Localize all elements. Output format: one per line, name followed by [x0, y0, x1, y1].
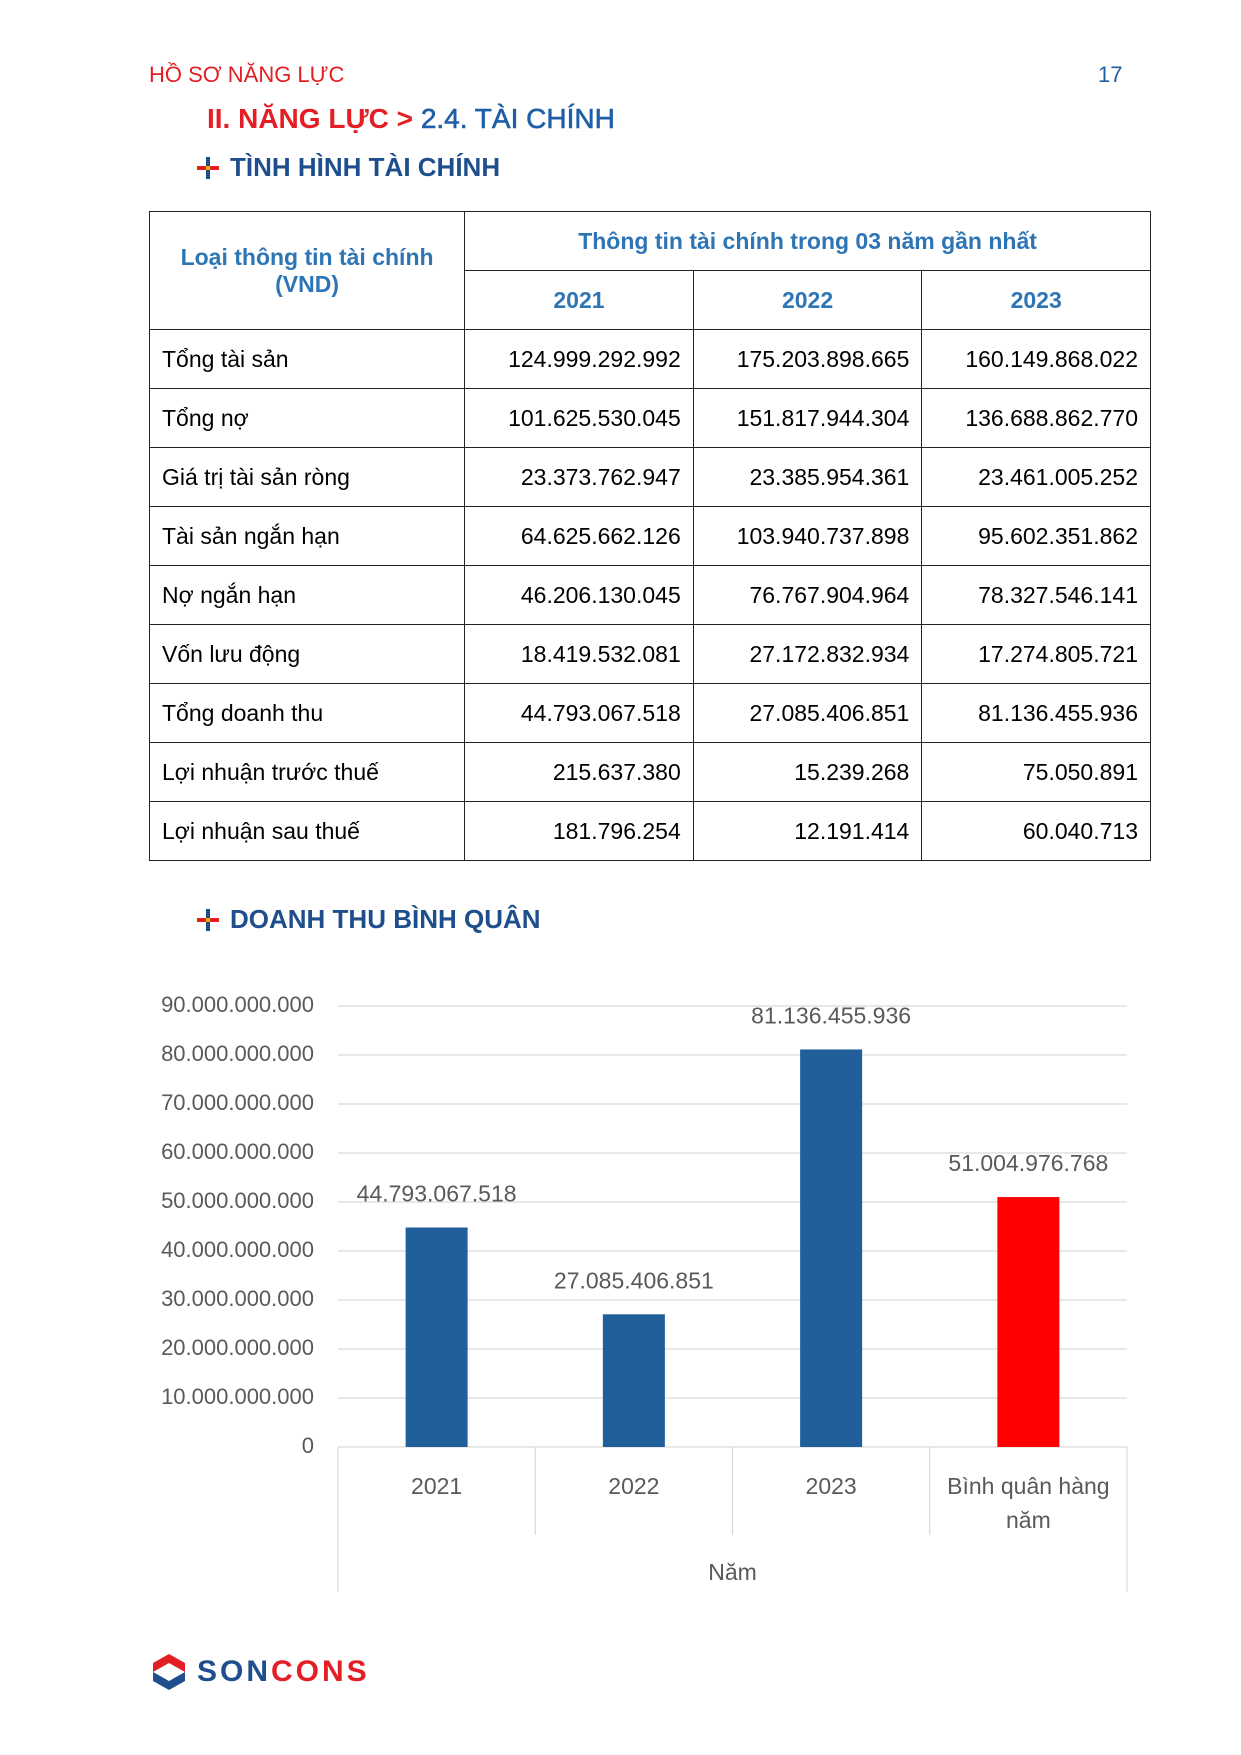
table-cell: 27.172.832.934	[692, 624, 923, 684]
x-tick-label: Bình quân hàng năm	[947, 1473, 1110, 1533]
table-cell: 215.637.380	[464, 742, 694, 802]
bar	[405, 1227, 468, 1447]
table-cell: 18.419.532.081	[464, 624, 694, 684]
table-row: Loại thông tin tài chính (VND) Thông tin …	[148, 211, 1151, 330]
table-cell: 151.817.944.304	[692, 388, 923, 448]
table-cell: 101.625.530.045	[464, 388, 694, 448]
table-cell: 181.796.254	[464, 801, 694, 861]
section-title: TÌNH HÌNH TÀI CHÍNH	[230, 152, 501, 182]
table-cell: 124.999.292.992	[464, 329, 694, 389]
table-row: Giá trị tài sản ròng 23.373.762.947 23.385…	[148, 447, 1151, 507]
heading-text: 2.4. TÀI CHÍNH	[420, 103, 616, 135]
table-cell: Tài sản ngắn hạn	[148, 506, 466, 566]
table-row: Tổng nợ 101.625.530.045 151.817.944.304 136…	[148, 388, 1151, 448]
section: DOANH THU BÌNH QUÂN	[196, 904, 541, 935]
table-row: Tổng tài sản 124.999.292.992 175.203.898.6…	[148, 329, 1151, 389]
y-tick-label: 60.000.000.000	[161, 1139, 314, 1164]
y-tick-label: 70.000.000.000	[161, 1090, 314, 1115]
logo: SONCONS	[151, 1652, 370, 1692]
table-row: Lợi nhuận trước thuế 215.637.380 15.239.26…	[148, 742, 1151, 802]
y-tick-label: 20.000.000.000	[161, 1335, 314, 1360]
table-cell: 17.274.805.721	[921, 624, 1151, 684]
bullet-icon	[197, 908, 219, 931]
y-tick-label: 10.000.000.000	[161, 1384, 314, 1409]
table-cell: Lợi nhuận trước thuế	[148, 742, 466, 802]
logo-text: SON	[197, 1655, 272, 1688]
logo-icon	[153, 1654, 185, 1690]
table-cell: 2022	[692, 270, 923, 330]
section: TÌNH HÌNH TÀI CHÍNH	[196, 152, 500, 183]
table-cell: 44.793.067.518	[464, 683, 694, 743]
table-cell: Thông tin tài chính trong 03 năm gần nhấ…	[464, 211, 1151, 271]
y-tick-label: 30.000.000.000	[161, 1286, 314, 1311]
chart: 0 10.000.000.000 20.000.000.000 30.000.000.…	[161, 992, 1128, 1592]
table-cell: 23.461.005.252	[921, 447, 1151, 507]
table-cell: 103.940.737.898	[692, 506, 923, 566]
bar	[997, 1197, 1060, 1447]
table-cell: Tổng nợ	[148, 388, 466, 448]
data-label: 81.136.455.936	[751, 1003, 911, 1029]
table-cell: 160.149.868.022	[921, 329, 1151, 389]
page-number: 17	[1098, 62, 1123, 87]
table-cell: 81.136.455.936	[921, 683, 1151, 743]
bar	[602, 1314, 665, 1447]
x-tick-label: 2022	[608, 1473, 660, 1499]
table-row: Lợi nhuận sau thuế 181.796.254 12.191.414 6…	[148, 801, 1151, 861]
table-cell: Nợ ngắn hạn	[148, 565, 466, 625]
table-cell: 95.602.351.862	[921, 506, 1151, 566]
x-axis-label: Năm	[708, 1559, 757, 1585]
bullet-icon	[197, 156, 219, 179]
table-cell: 75.050.891	[921, 742, 1151, 802]
header-title: HỒ SƠ NĂNG LỰC	[149, 62, 345, 87]
table-cell: Tổng tài sản	[148, 329, 466, 389]
table-cell: Loại thông tin tài chính (VND)	[148, 211, 466, 330]
finance-table: Loại thông tin tài chính (VND) Thông tin …	[148, 211, 1151, 861]
table-row: Tài sản ngắn hạn 64.625.662.126 103.940.73…	[148, 506, 1151, 566]
heading-prefix: II. NĂNG LỰC >	[207, 103, 414, 134]
table-row: Vốn lưu động 18.419.532.081 27.172.832.934…	[148, 624, 1151, 684]
x-tick-label-box: 2021	[411, 1473, 463, 1499]
data-label: 44.793.067.518	[357, 1181, 517, 1207]
table-cell: 136.688.862.770	[921, 388, 1151, 448]
section-title: DOANH THU BÌNH QUÂN	[230, 904, 541, 934]
table-row: 2021 2022 2023	[150, 270, 1151, 330]
y-tick-label: 90.000.000.000	[161, 992, 314, 1017]
x-tick-label: 2021	[411, 1473, 463, 1499]
table-cell: 23.385.954.361	[692, 447, 923, 507]
table-cell: 2021	[464, 270, 694, 330]
table-cell: 2023	[921, 270, 1151, 330]
table-cell: 15.239.268	[692, 742, 923, 802]
table-cell: 46.206.130.045	[464, 565, 694, 625]
y-tick-label: 80.000.000.000	[161, 1041, 314, 1066]
logo-text: CONS	[271, 1655, 370, 1688]
table-cell: 60.040.713	[921, 801, 1151, 861]
y-tick-label: 40.000.000.000	[161, 1237, 314, 1262]
table-cell: 64.625.662.126	[464, 506, 694, 566]
x-tick-label: 2023	[805, 1473, 857, 1499]
table-cell: 76.767.904.964	[692, 565, 923, 625]
table-cell: 12.191.414	[692, 801, 923, 861]
x-tick-label-box: 2023	[805, 1473, 857, 1499]
table-cell: Lợi nhuận sau thuế	[148, 801, 466, 861]
table-cell: Giá trị tài sản ròng	[148, 447, 466, 507]
y-tick-label: 0	[302, 1433, 314, 1458]
table-cell: Vốn lưu động	[148, 624, 466, 684]
x-tick-label-box: Bình quân hàng năm	[947, 1473, 1110, 1533]
bar	[800, 1049, 863, 1447]
data-label: 51.004.976.768	[948, 1150, 1108, 1176]
table-row: Nợ ngắn hạn 46.206.130.045 76.767.904.964 7…	[148, 565, 1151, 625]
table-row: Tổng doanh thu 44.793.067.518 27.085.406.8…	[148, 683, 1151, 743]
heading: II. NĂNG LỰC > 2.4. TÀI CHÍNH	[207, 103, 615, 135]
data-label: 27.085.406.851	[554, 1267, 714, 1293]
table-cell: 175.203.898.665	[692, 329, 923, 389]
x-tick-label-box: 2022	[608, 1473, 660, 1499]
y-tick-label: 50.000.000.000	[161, 1188, 314, 1213]
